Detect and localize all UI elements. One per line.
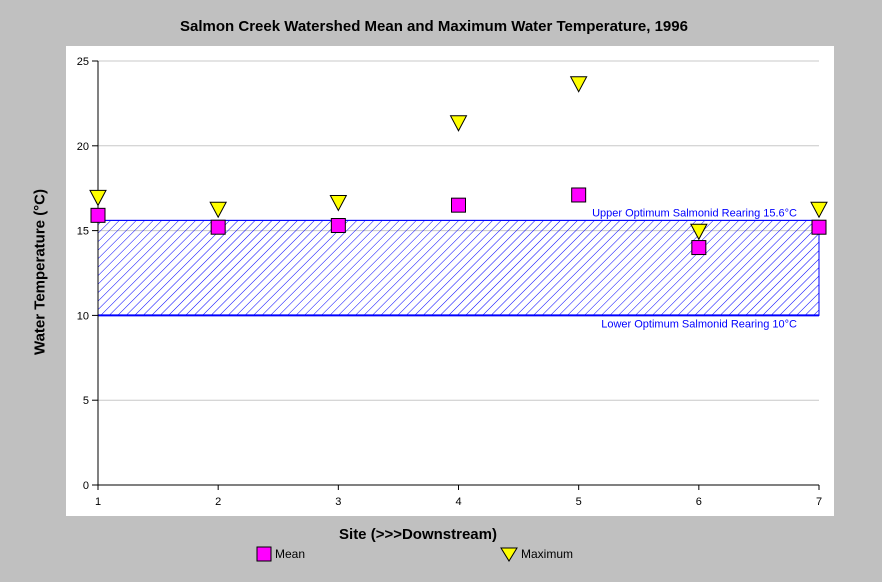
maximum-point bbox=[89, 189, 107, 207]
chart-title: Salmon Creek Watershed Mean and Maximum … bbox=[180, 18, 688, 35]
x-tick-label: 3 bbox=[335, 496, 341, 508]
x-tick-label: 7 bbox=[816, 496, 822, 508]
x-tick-label: 4 bbox=[455, 496, 461, 508]
mean-point bbox=[90, 207, 106, 223]
x-axis-label: Site (>>>Downstream) bbox=[339, 526, 497, 543]
y-tick-label: 15 bbox=[77, 226, 89, 238]
x-tick-label: 6 bbox=[696, 496, 702, 508]
legend-item-mean: Mean bbox=[256, 546, 305, 562]
maximum-point bbox=[689, 223, 708, 241]
lower-optimum-label: Lower Optimum Salmonid Rearing 10°C bbox=[601, 318, 797, 330]
x-tick-label: 1 bbox=[95, 496, 101, 508]
maximum-point bbox=[810, 201, 828, 219]
legend-item-maximum: Maximum bbox=[500, 546, 573, 562]
y-tick-label: 25 bbox=[77, 56, 89, 68]
y-tick-label: 20 bbox=[77, 141, 89, 153]
legend-maximum-label: Maximum bbox=[521, 547, 574, 561]
legend-mean-label: Mean bbox=[275, 547, 306, 561]
x-tick-label: 2 bbox=[215, 496, 221, 508]
mean-point bbox=[571, 187, 587, 203]
y-tick-label: 5 bbox=[83, 395, 89, 407]
legend-mean-marker bbox=[256, 546, 272, 562]
maximum-point bbox=[329, 194, 348, 212]
legend-maximum-marker bbox=[500, 547, 518, 562]
mean-point bbox=[210, 219, 226, 235]
optimum-band bbox=[97, 219, 820, 316]
mean-point bbox=[330, 218, 346, 234]
y-tick-label: 0 bbox=[83, 480, 89, 492]
y-axis-label: Water Temperature (°C) bbox=[31, 188, 49, 356]
maximum-point bbox=[209, 201, 228, 219]
maximum-point bbox=[449, 115, 468, 132]
maximum-point bbox=[569, 76, 588, 93]
x-tick-label: 5 bbox=[576, 496, 582, 508]
y-tick-label: 10 bbox=[77, 310, 89, 322]
mean-point bbox=[451, 197, 466, 213]
upper-optimum-label: Upper Optimum Salmonid Rearing 15.6°C bbox=[592, 207, 797, 219]
mean-point bbox=[691, 240, 707, 256]
mean-point bbox=[811, 219, 827, 235]
